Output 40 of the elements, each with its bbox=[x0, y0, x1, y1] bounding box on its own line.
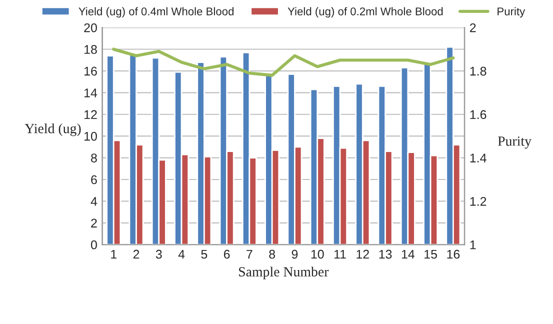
y2-tick-label: 1.2 bbox=[470, 197, 486, 206]
y-tick-label: 16 bbox=[84, 66, 97, 76]
y2-tick-label: 1 bbox=[470, 240, 476, 250]
x-tick-label: 6 bbox=[224, 250, 230, 259]
y-tick-label: 18 bbox=[84, 45, 97, 54]
y-tick-label: 0 bbox=[90, 240, 97, 250]
y2-tick-label: 1.6 bbox=[470, 110, 486, 120]
x-tick-label: 1 bbox=[111, 250, 116, 259]
x-tick-label: 14 bbox=[402, 250, 415, 259]
legend-label: Yield (ug) of 0.4ml Whole Blood bbox=[78, 7, 234, 18]
x-tick-label: 12 bbox=[356, 250, 369, 259]
x-tick-label: 3 bbox=[156, 250, 162, 259]
x-axis-title: Sample Number bbox=[239, 266, 329, 280]
x-tick-label: 8 bbox=[269, 250, 276, 259]
legend-label: Yield (ug) of 0.2ml Whole Blood bbox=[288, 7, 443, 18]
x-tick-label: 5 bbox=[201, 250, 208, 259]
y-tick-label: 6 bbox=[91, 175, 97, 184]
x-tick-label: 11 bbox=[334, 250, 346, 259]
x-tick-label: 4 bbox=[178, 250, 185, 259]
y-axis-title: Yield (ug) bbox=[24, 123, 81, 136]
x-tick-label: 7 bbox=[246, 250, 252, 259]
y2-tick-label: 1.4 bbox=[470, 154, 486, 162]
y2-tick-label: 2 bbox=[470, 23, 476, 32]
y-tick-label: 2 bbox=[91, 218, 97, 228]
y-tick-label: 14 bbox=[84, 88, 98, 98]
legend-label: Purity bbox=[498, 7, 526, 18]
x-tick-label: 13 bbox=[379, 250, 392, 259]
x-tick-label: 9 bbox=[292, 250, 298, 259]
y-tick-label: 20 bbox=[84, 23, 97, 32]
y-tick-label: 8 bbox=[91, 154, 97, 162]
y-tick-label: 12 bbox=[84, 110, 97, 119]
line-series bbox=[112, 48, 455, 77]
x-tick-label: 2 bbox=[133, 250, 140, 259]
y2-axis-title: Purity bbox=[498, 136, 532, 149]
x-tick-label: 16 bbox=[447, 250, 460, 259]
x-tick-label: 15 bbox=[424, 250, 437, 259]
x-tick-label: 10 bbox=[311, 250, 324, 259]
y2-tick-label: 1.8 bbox=[470, 66, 486, 76]
y-tick-label: 10 bbox=[84, 132, 97, 141]
y-tick-label: 4 bbox=[90, 197, 98, 206]
